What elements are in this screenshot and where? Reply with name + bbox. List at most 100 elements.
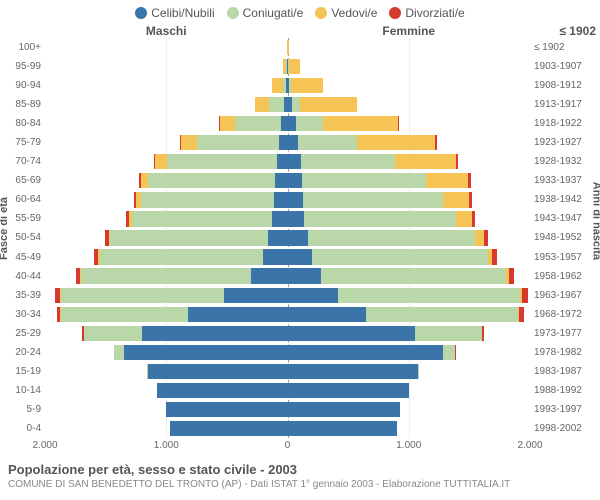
plot-area: 100+95-9990-9485-8980-8475-7970-7465-696… — [0, 38, 600, 438]
bar-segment — [288, 402, 401, 417]
pyramid-row — [45, 152, 530, 171]
bar-segment — [81, 268, 251, 283]
bar-segment — [288, 307, 367, 322]
female-bar — [288, 324, 531, 343]
bar-segment — [296, 116, 323, 131]
bar-segment — [167, 154, 276, 169]
bar-segment — [277, 154, 288, 169]
pyramid-row — [45, 114, 530, 133]
birth-year-label: 1918-1922 — [530, 114, 600, 133]
bar-segment — [288, 135, 299, 150]
bar-segment — [456, 211, 472, 226]
bar-segment — [268, 230, 287, 245]
birth-year-label: 1983-1987 — [530, 362, 600, 381]
age-label: 100+ — [0, 38, 45, 57]
pyramid-row — [45, 305, 530, 324]
male-bar — [45, 76, 288, 95]
birth-year-label: 1993-1997 — [530, 400, 600, 419]
bar-segment — [484, 230, 488, 245]
age-label: 40-44 — [0, 267, 45, 286]
bar-segment — [321, 268, 505, 283]
pyramid-row — [45, 286, 530, 305]
bar-segment — [469, 192, 472, 207]
male-bar — [45, 152, 288, 171]
birth-year-label: 1913-1917 — [530, 95, 600, 114]
male-bar — [45, 362, 288, 381]
age-label: 5-9 — [0, 400, 45, 419]
bar-segment — [298, 135, 356, 150]
legend-item: Divorziati/e — [389, 6, 464, 20]
birth-year-label: 1988-1992 — [530, 381, 600, 400]
bar-segment — [148, 173, 275, 188]
bar-segment — [288, 383, 409, 398]
bar-segment — [61, 307, 188, 322]
bar-segment — [148, 364, 287, 379]
legend-swatch — [135, 7, 147, 19]
bar-segment — [235, 116, 281, 131]
bar-segment — [224, 288, 287, 303]
x-tick-label: 1.000 — [154, 440, 179, 451]
bar-segment — [269, 97, 284, 112]
female-bar — [288, 95, 531, 114]
legend-item: Celibi/Nubili — [135, 6, 214, 20]
male-bar — [45, 267, 288, 286]
age-label: 35-39 — [0, 286, 45, 305]
birth-year-label: 1908-1912 — [530, 76, 600, 95]
birth-year-label: 1968-1972 — [530, 305, 600, 324]
female-bar — [288, 76, 531, 95]
age-label: 85-89 — [0, 95, 45, 114]
bar-segment — [288, 116, 296, 131]
age-label: 50-54 — [0, 228, 45, 247]
age-label: 10-14 — [0, 381, 45, 400]
bar-segment — [166, 402, 287, 417]
female-bar — [288, 343, 531, 362]
male-bar — [45, 381, 288, 400]
bar-segment — [289, 59, 300, 74]
bar-segment — [132, 211, 271, 226]
bar-segment — [197, 135, 279, 150]
female-bar — [288, 152, 531, 171]
bar-segment — [84, 326, 142, 341]
female-bar — [288, 209, 531, 228]
bar-segment — [142, 326, 288, 341]
chart-source: COMUNE DI SAN BENEDETTO DEL TRONTO (AP) … — [8, 479, 592, 490]
birth-year-labels: ≤ 19021903-19071908-19121913-19171918-19… — [530, 38, 600, 438]
bar-segment — [188, 307, 287, 322]
birth-year-label: 1923-1927 — [530, 133, 600, 152]
male-bar — [45, 38, 288, 57]
bar-segment — [475, 230, 483, 245]
birth-year-label: 1973-1977 — [530, 324, 600, 343]
birth-year-label: 1963-1967 — [530, 286, 600, 305]
pyramid-row — [45, 190, 530, 209]
x-axis: 2.0001.00001.0002.000 — [0, 438, 600, 456]
bar-segment — [288, 211, 305, 226]
bar-segment — [288, 345, 443, 360]
bar-segment — [288, 249, 312, 264]
bar-segment — [263, 249, 287, 264]
pyramid-row — [45, 343, 530, 362]
bar-segment — [288, 154, 301, 169]
pyramid-row — [45, 248, 530, 267]
bar-segment — [455, 345, 456, 360]
bar-segment — [509, 268, 514, 283]
bar-segment — [288, 173, 303, 188]
bar-segment — [291, 78, 323, 93]
female-bar — [288, 286, 531, 305]
bar-segment — [302, 173, 426, 188]
legend-label: Coniugati/e — [243, 6, 304, 20]
x-ticks: 2.0001.00001.0002.000 — [45, 438, 530, 456]
pyramid-row — [45, 171, 530, 190]
age-label: 70-74 — [0, 152, 45, 171]
pyramid-row — [45, 228, 530, 247]
legend-label: Vedovi/e — [331, 6, 377, 20]
age-label: 25-29 — [0, 324, 45, 343]
bar-segment — [357, 135, 436, 150]
bar-segment — [274, 192, 287, 207]
male-bar — [45, 133, 288, 152]
bar-segment — [255, 97, 270, 112]
male-bar — [45, 400, 288, 419]
age-label: 15-19 — [0, 362, 45, 381]
pyramid-row — [45, 76, 530, 95]
legend-swatch — [389, 7, 401, 19]
header-male: Maschi — [45, 24, 288, 38]
